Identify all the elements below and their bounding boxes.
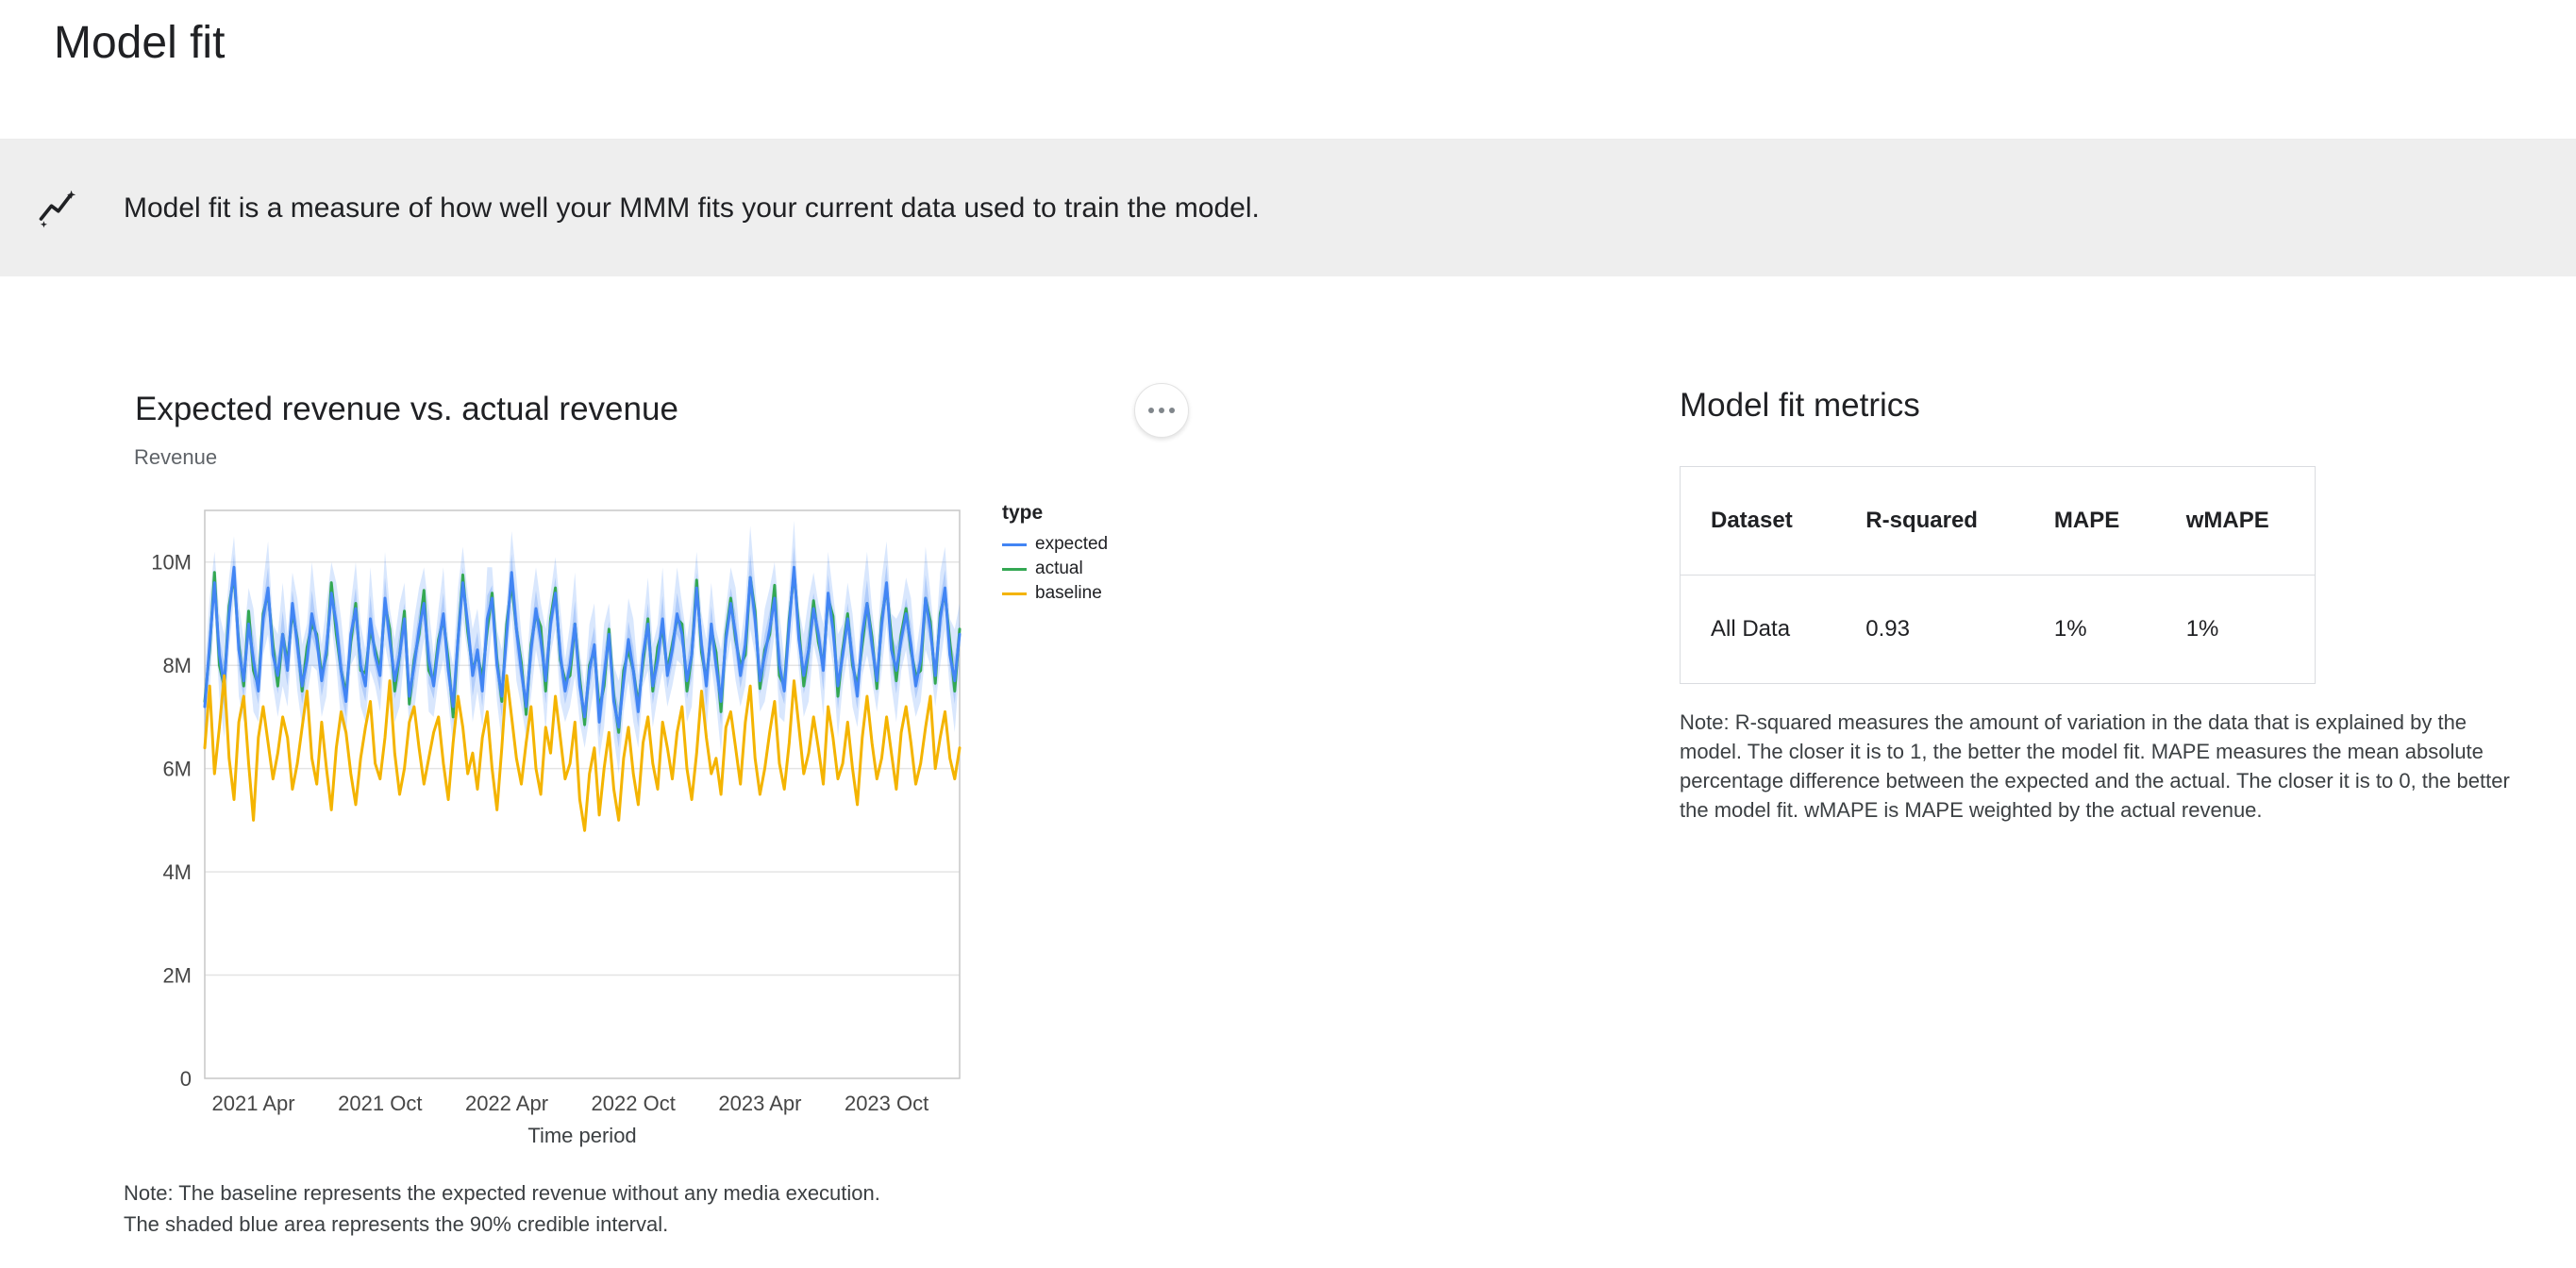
table-header-mape: MAPE <box>2023 466 2156 576</box>
svg-text:2M: 2M <box>162 964 192 988</box>
table-header-wmape: wMAPE <box>2155 466 2316 576</box>
page-title: Model fit <box>54 18 226 68</box>
svg-text:2023 Apr: 2023 Apr <box>718 1092 801 1115</box>
legend-label-baseline: baseline <box>1035 583 1102 603</box>
svg-text:4M: 4M <box>162 860 192 884</box>
svg-text:2022 Apr: 2022 Apr <box>465 1092 548 1115</box>
metrics-table-header-row: Dataset R-squared MAPE wMAPE <box>1680 466 2316 576</box>
info-banner: Model fit is a measure of how well your … <box>0 140 2576 276</box>
chart-note: Note: The baseline represents the expect… <box>124 1181 880 1236</box>
table-header-dataset: Dataset <box>1680 466 1836 576</box>
page-header: Model fit <box>0 0 2576 140</box>
svg-text:6M: 6M <box>162 758 192 781</box>
legend-swatch-actual <box>1002 567 1027 571</box>
table-header-r-squared: R-squared <box>1835 466 2024 576</box>
revenue-chart-svg: 0 2M 4M 6M 8M 10M 2021 Apr 2021 Oct 2022 Apr 2022… <box>151 509 962 1147</box>
ellipsis-icon <box>1148 408 1154 413</box>
metrics-table: Dataset R-squared MAPE wMAPE All Data 0.… <box>1680 466 2316 684</box>
metrics-title: Model fit metrics <box>1680 387 1920 424</box>
legend-item-baseline: baseline <box>1002 581 1108 606</box>
legend-item-actual: actual <box>1002 557 1108 581</box>
svg-text:0: 0 <box>180 1067 192 1091</box>
cell-r-squared: 0.93 <box>1865 616 1910 642</box>
svg-text:2022 Oct: 2022 Oct <box>592 1092 676 1115</box>
more-options-button[interactable] <box>1134 383 1189 438</box>
insights-icon <box>39 190 76 227</box>
cell-dataset: All Data <box>1711 616 1791 642</box>
metrics-note: Note: R-squared measures the amount of v… <box>1680 710 2510 822</box>
svg-text:2021 Apr: 2021 Apr <box>212 1092 295 1115</box>
chart-legend: type expected actual baseline <box>1002 502 1108 606</box>
svg-text:2021 Oct: 2021 Oct <box>338 1092 422 1115</box>
y-axis-label: Revenue <box>134 445 218 469</box>
legend-title: type <box>1002 502 1044 524</box>
legend-label-expected: expected <box>1035 534 1109 554</box>
cell-mape: 1% <box>2053 616 2087 642</box>
metrics-table-row: All Data 0.93 1% 1% <box>1681 576 2316 684</box>
chart-title: Expected revenue vs. actual revenue <box>135 391 678 427</box>
legend-swatch-baseline <box>1002 592 1027 595</box>
legend-swatch-expected <box>1002 542 1027 546</box>
svg-text:8M: 8M <box>162 654 192 677</box>
svg-text:2023 Oct: 2023 Oct <box>845 1092 928 1115</box>
svg-text:Time period: Time period <box>527 1124 636 1147</box>
legend-item-expected: expected <box>1002 532 1108 557</box>
legend-label-actual: actual <box>1035 559 1083 578</box>
banner-text: Model fit is a measure of how well your … <box>124 192 1260 224</box>
cell-wmape: 1% <box>2185 616 2219 642</box>
svg-text:10M: 10M <box>151 551 192 575</box>
